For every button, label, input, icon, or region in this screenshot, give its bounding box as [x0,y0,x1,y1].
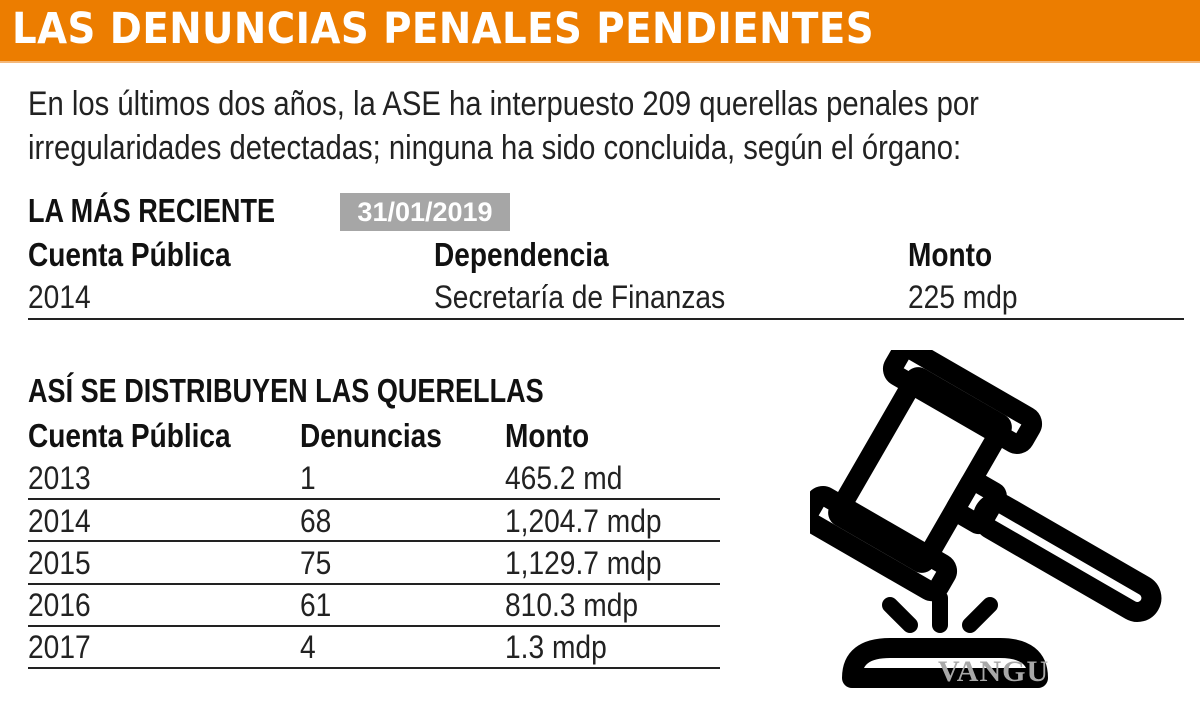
latest-col-dependencia: Dependencia [434,236,609,273]
row-monto: 1.3 mdp [505,629,607,665]
latest-divider [28,318,1184,320]
intro-line-1: En los últimos dos años, la ASE ha inter… [28,85,979,123]
dist-col-denuncias: Denuncias [300,417,442,454]
row-divider [28,498,720,500]
gavel-icon [810,350,1162,688]
latest-section-title: LA MÁS RECIENTE [28,192,276,229]
intro-paragraph: En los últimos dos años, la ASE ha inter… [28,82,1180,170]
row-monto: 1,129.7 mdp [505,545,662,581]
row-divider [28,667,720,669]
row-cuenta: 2013 [28,460,91,496]
row-denuncias: 1 [300,460,316,496]
row-cuenta: 2014 [28,503,91,539]
row-divider [28,625,720,627]
distribution-section-title: ASÍ SE DISTRIBUYEN LAS QUERELLAS [28,372,544,409]
date-badge: 31/01/2019 [340,193,510,231]
dist-col-cuenta: Cuenta Pública [28,417,231,454]
row-denuncias: 4 [300,629,316,665]
row-cuenta: 2017 [28,629,91,665]
intro-line-2: irregularidades detectadas; ninguna ha s… [28,129,962,167]
row-monto: 810.3 mdp [505,587,639,623]
row-denuncias: 68 [300,503,332,539]
row-denuncias: 75 [300,545,332,581]
row-cuenta: 2015 [28,545,91,581]
latest-dependencia-value: Secretaría de Finanzas [434,279,726,315]
latest-col-monto: Monto [908,236,993,273]
page-title: LAS DENUNCIAS PENALES PENDIENTES [12,4,875,54]
row-divider [28,540,720,542]
dist-col-monto: Monto [505,417,590,454]
header-banner: LAS DENUNCIAS PENALES PENDIENTES [0,0,1200,63]
latest-cuenta-value: 2014 [28,279,91,315]
row-denuncias: 61 [300,587,332,623]
watermark: VANGU [938,655,1050,688]
latest-monto-value: 225 mdp [908,279,1018,315]
row-monto: 465.2 md [505,460,623,496]
row-divider [28,583,720,585]
latest-col-cuenta: Cuenta Pública [28,236,231,273]
row-cuenta: 2016 [28,587,91,623]
row-monto: 1,204.7 mdp [505,503,662,539]
